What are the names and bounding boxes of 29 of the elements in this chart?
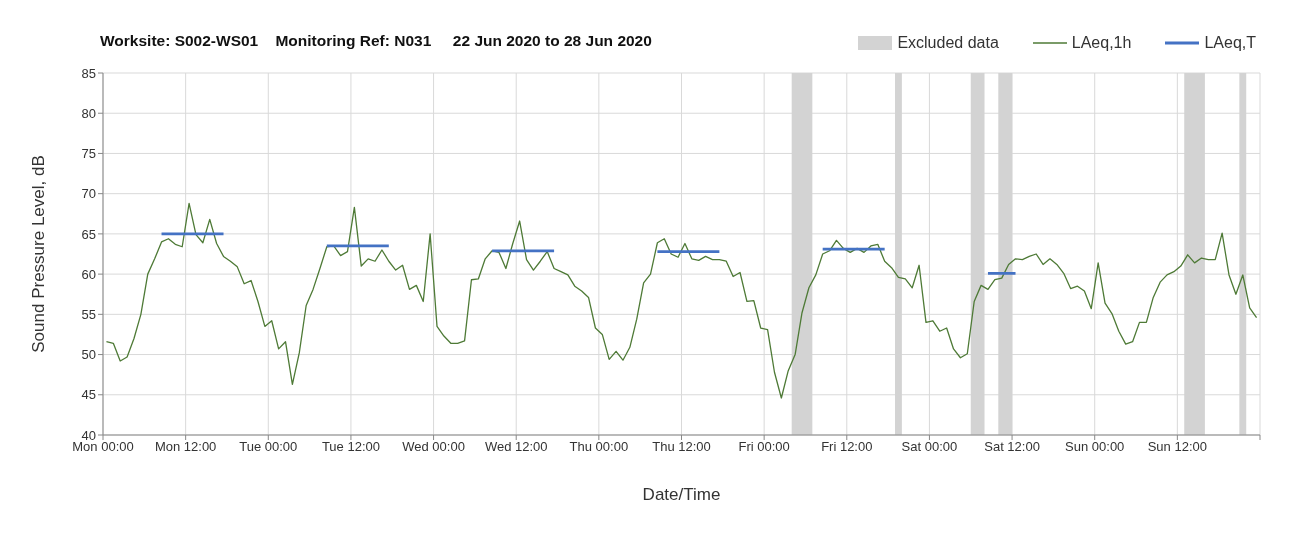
- x-tick-label: Sun 00:00: [1065, 439, 1125, 455]
- x-tick-label: Wed 00:00: [402, 439, 465, 455]
- x-axis-title: Date/Time: [642, 485, 721, 504]
- y-tick-label: 85: [81, 65, 96, 81]
- y-tick-label: 75: [81, 146, 96, 162]
- y-tick-label: 50: [81, 347, 96, 363]
- y-tick-label: 45: [81, 387, 96, 403]
- x-tick-label: Tue 00:00: [239, 439, 298, 455]
- x-tick-label: Fri 00:00: [738, 439, 790, 455]
- x-tick-label: Tue 12:00: [321, 439, 380, 455]
- y-tick-label: 80: [81, 105, 96, 121]
- x-tick-label: Sun 12:00: [1147, 439, 1207, 455]
- legend-label: LAeq,T: [1204, 34, 1256, 52]
- x-tick-label: Sat 12:00: [984, 439, 1040, 455]
- legend-label: Excluded data: [897, 34, 999, 52]
- x-tick-label: Thu 00:00: [569, 439, 629, 455]
- x-tick-label: Wed 12:00: [484, 439, 548, 455]
- y-tick-label: 65: [81, 226, 96, 242]
- legend-label: LAeq,1h: [1071, 34, 1132, 52]
- chart-title: Worksite: S002-WS01 Monitoring Ref: N031 22 Jun 2020 to 28 Jun 2020: [100, 32, 652, 50]
- x-tick-label: Thu 12:00: [652, 439, 711, 455]
- x-tick-label: Fri 12:00: [821, 439, 873, 455]
- y-axis-title: Sound Pressure Level, dB: [29, 155, 49, 353]
- line-series: [105, 202, 1258, 399]
- x-tick-label: Mon 12:00: [154, 439, 217, 455]
- x-tick-label: Sat 00:00: [901, 439, 958, 455]
- y-tick-label: 70: [81, 186, 96, 202]
- y-tick-label: 55: [81, 306, 96, 322]
- y-tick-label: 60: [81, 266, 96, 282]
